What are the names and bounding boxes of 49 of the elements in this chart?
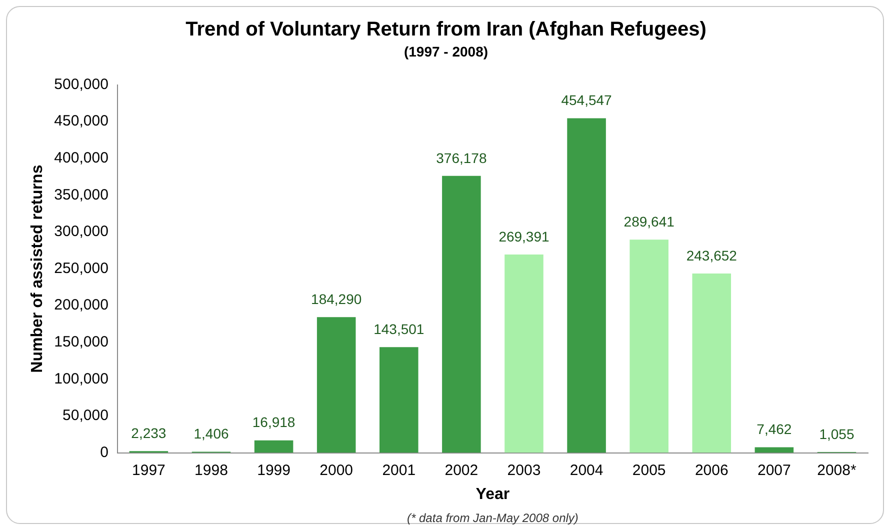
y-tick-label: 250,000 <box>54 260 108 277</box>
y-tick-label: 0 <box>100 444 108 461</box>
bar <box>504 254 544 453</box>
x-tick-label: 2001 <box>382 462 416 479</box>
data-label: 269,391 <box>498 228 550 244</box>
x-tick-label: 2008* <box>817 462 856 479</box>
text: (* data from Jan-May 2008 only) <box>407 511 578 525</box>
data-label: 289,641 <box>624 213 675 230</box>
bar <box>567 118 606 453</box>
bar <box>442 176 481 453</box>
data-label: 1,406 <box>194 426 229 442</box>
y-tick-label: 100,000 <box>54 370 108 388</box>
data-label: 143,501 <box>374 321 424 338</box>
chart-subtitle: (1997 - 2008) <box>404 43 488 60</box>
x-tick-label: 2003 <box>507 462 541 479</box>
x-tick-label: 1998 <box>194 462 228 479</box>
bar <box>630 240 668 453</box>
x-tick-label: 1997 <box>132 462 166 479</box>
y-tick-label: 500,000 <box>54 76 108 93</box>
x-tick-label: 2000 <box>320 462 354 479</box>
x-tick-label: 2002 <box>444 462 478 479</box>
y-tick-label: 300,000 <box>54 223 108 240</box>
data-label: 7,462 <box>756 421 792 438</box>
x-axis-title: Year <box>476 486 510 503</box>
x-tick-label: 1999 <box>257 462 290 479</box>
data-label: 243,652 <box>686 247 738 264</box>
bar <box>692 273 732 453</box>
data-label: 16,918 <box>252 414 296 430</box>
y-tick-label: 150,000 <box>54 334 108 351</box>
data-label: 376,178 <box>436 150 487 166</box>
y-tick-label: 350,000 <box>54 186 108 204</box>
bar <box>254 440 294 453</box>
x-tick-label: 2004 <box>570 462 604 479</box>
y-tick-label: 50,000 <box>62 407 108 424</box>
bar <box>380 347 418 453</box>
y-tick-label: 200,000 <box>54 296 108 314</box>
data-label: 454,547 <box>561 92 612 108</box>
data-label: 1,055 <box>819 426 854 442</box>
data-label: 184,290 <box>311 291 362 308</box>
bar <box>754 447 794 453</box>
x-tick-label: 2007 <box>757 462 791 479</box>
y-tick-label: 450,000 <box>54 112 108 130</box>
y-tick-label: 400,000 <box>54 150 108 167</box>
x-tick-label: 2005 <box>632 462 666 479</box>
bar <box>316 317 356 453</box>
x-tick-label: 2006 <box>694 462 728 479</box>
data-label: 2,233 <box>131 425 166 442</box>
chart-title: Trend of Voluntary Return from Iran (Afghan Refugees) <box>186 18 706 41</box>
y-axis-title: Number of assisted returns <box>29 164 46 373</box>
